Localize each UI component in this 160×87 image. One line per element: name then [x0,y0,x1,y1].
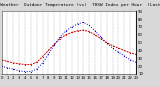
Text: Milwaukee Weather  Outdoor Temperature (vs)  THSW Index per Hour  (Last 24 Hours: Milwaukee Weather Outdoor Temperature (v… [0,3,160,7]
